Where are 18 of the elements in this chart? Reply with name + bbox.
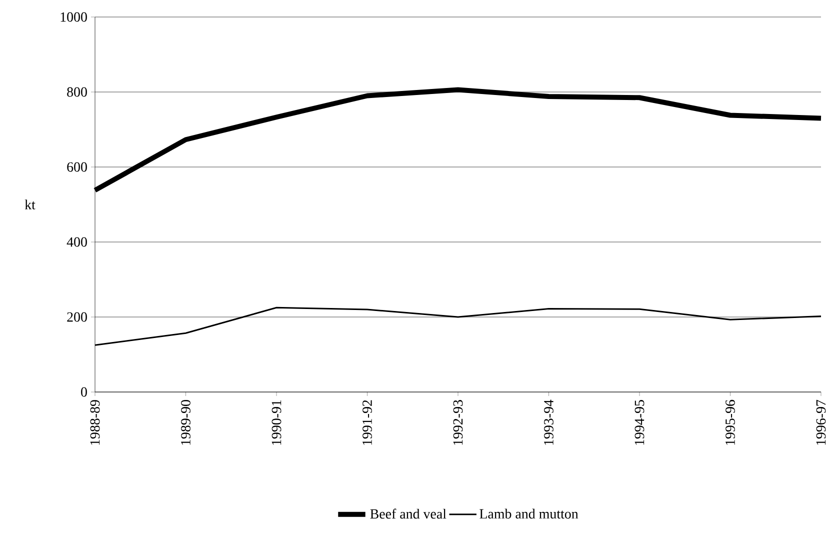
x-tick-label: 1992-93 [453, 400, 463, 445]
x-tick-label: 1994-95 [634, 400, 644, 445]
x-tick-label: 1995-96 [726, 400, 735, 445]
x-tick-label: 1996-97 [816, 400, 826, 445]
y-tick-label: 800 [67, 87, 87, 97]
y-tick-label: 200 [67, 312, 87, 322]
x-tick-label: 1988-89 [90, 400, 100, 445]
legend-label: Lamb and mutton [480, 508, 578, 519]
y-tick-label: 600 [67, 162, 87, 172]
x-tick-label: 1990-91 [272, 400, 282, 445]
y-tick-label: 0 [81, 387, 87, 397]
y-axis-title: kt [24, 200, 36, 210]
y-tick-label: 1000 [60, 12, 87, 22]
x-tick-label: 1993-94 [544, 400, 554, 445]
x-tick-label: 1989-90 [181, 400, 190, 445]
x-tick-label: 1991-92 [362, 400, 372, 445]
legend-label: Beef and veal [370, 508, 446, 519]
y-tick-label: 400 [66, 237, 87, 247]
